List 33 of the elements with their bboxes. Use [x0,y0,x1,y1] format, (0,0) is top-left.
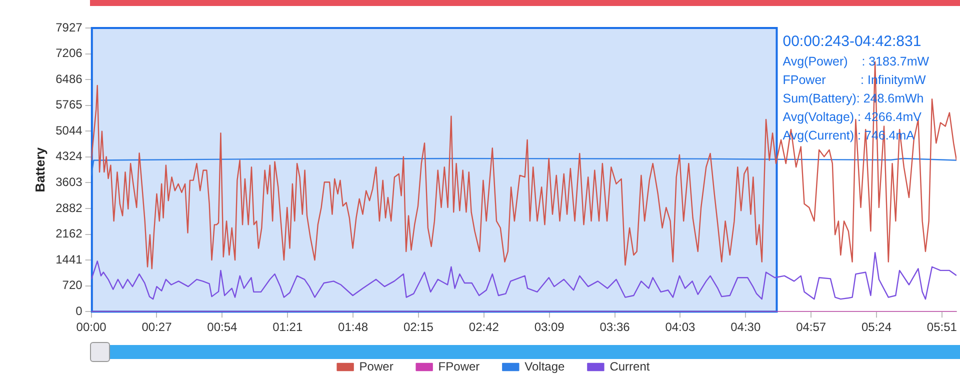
y-tick-label: 4324 [56,149,83,164]
y-tick-label: 0 [76,304,83,318]
x-tick-label: 04:03 [665,320,696,334]
legend-label: Power [359,359,394,374]
y-tick-label: 3603 [56,175,83,190]
x-tick-label: 01:48 [338,320,368,334]
x-tick-label: 00:27 [142,320,172,334]
y-tick-label: 5765 [56,98,83,112]
x-tick-label: 05:51 [926,320,958,334]
y-tick-label: 1441 [56,252,83,266]
x-tick-label: 00:00 [76,320,107,334]
annotation: Avg(Power) : 3183.7mW [782,54,930,68]
y-tick-label: 7927 [56,20,83,34]
x-tick-label: 02:42 [468,320,500,334]
x-tick-label: 00:54 [207,320,238,334]
y-axis-title: Battery [32,146,48,192]
y-tick-label: 2162 [56,226,83,241]
y-tick-label: 6486 [56,72,83,86]
y-tick-label: 2882 [56,200,83,215]
legend-label: Current [610,359,650,374]
y-tick-label: 7206 [56,46,83,60]
band-label: 00:00:243-04:42:831 [782,33,922,50]
x-tick-label: 02:15 [403,320,434,334]
x-tick-label: 05:24 [862,320,892,334]
x-tick-label: 04:57 [796,320,826,334]
x-tick-label: 04:30 [730,320,761,334]
x-tick-label: 03:36 [600,320,630,334]
y-tick-label: 720 [62,278,83,292]
y-tick-label: 5044 [56,123,83,138]
legend-label: FPower [438,359,480,374]
x-tick-label: 01:21 [272,320,303,334]
x-tick-label: 03:09 [534,320,565,334]
legend-label: Voltage [524,359,566,374]
